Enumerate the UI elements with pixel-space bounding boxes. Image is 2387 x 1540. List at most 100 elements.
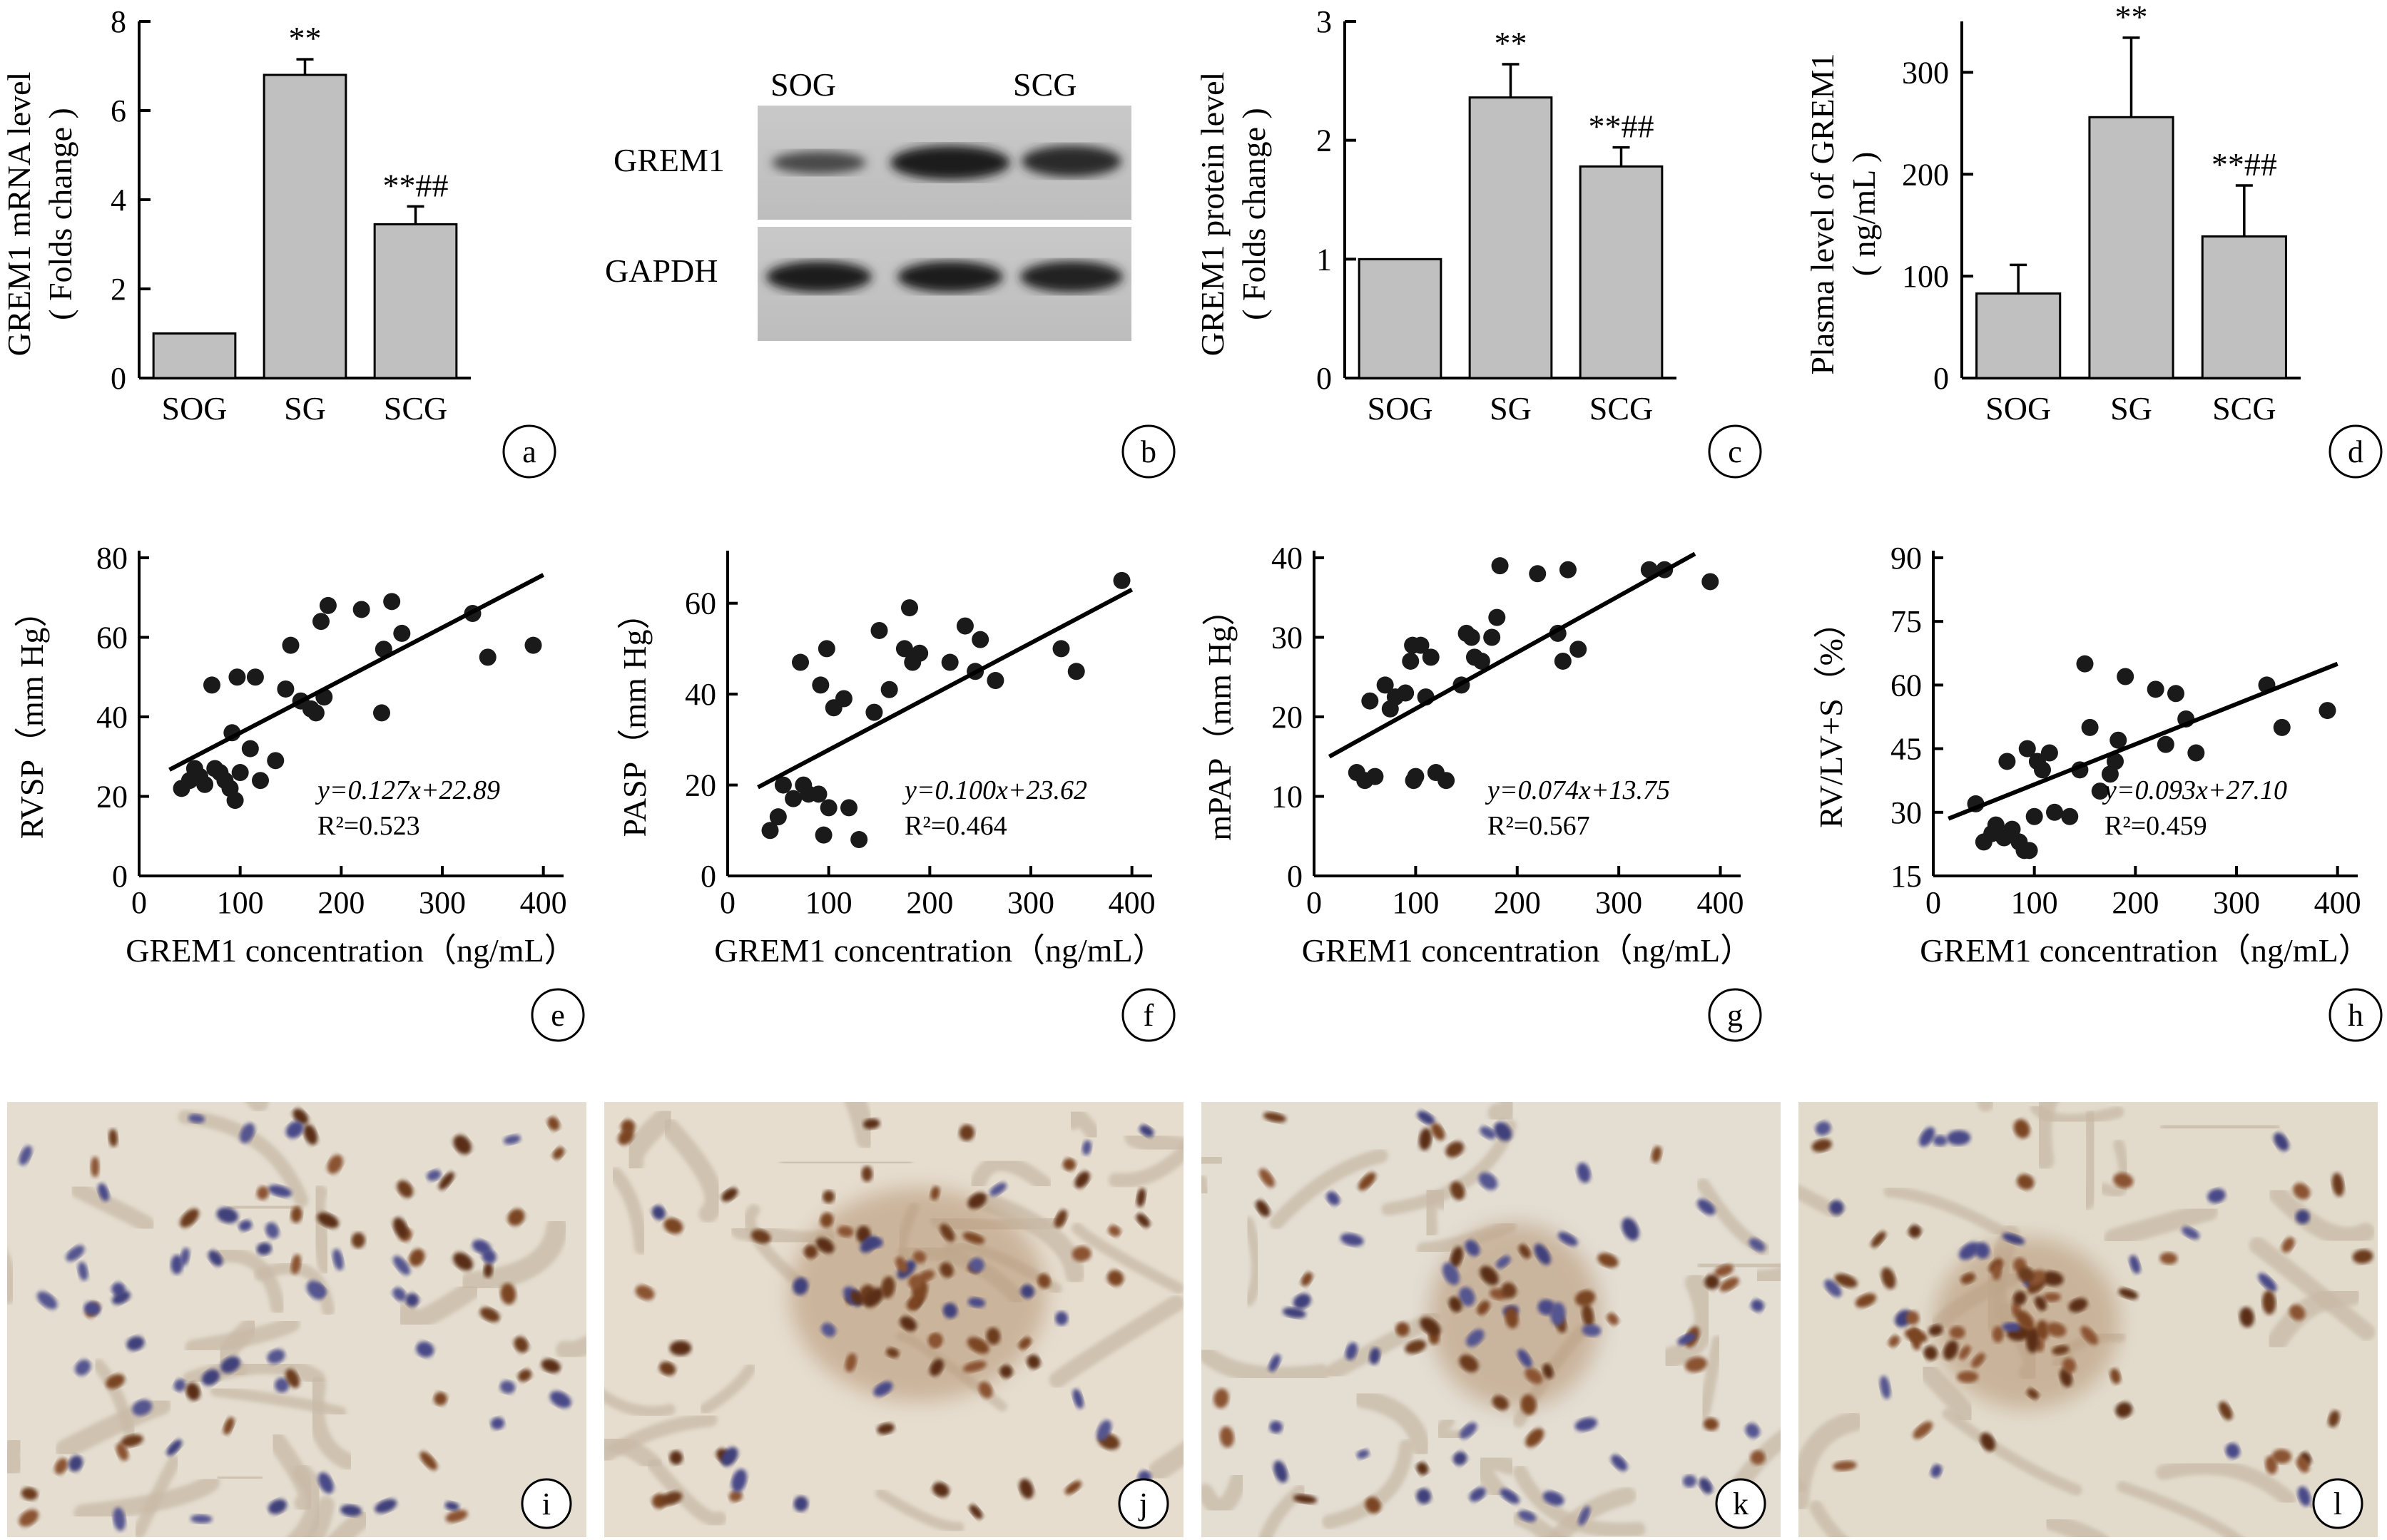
stained-nucleus [635, 1285, 655, 1300]
blot-image-gapdh [758, 227, 1131, 341]
nucleus [265, 1222, 280, 1239]
data-point [769, 808, 787, 826]
stained-nucleus [803, 1245, 818, 1259]
nucleus [1880, 1375, 1890, 1399]
data-point [2046, 803, 2063, 821]
stained-nucleus [292, 1108, 309, 1125]
stained-nucleus [1505, 1307, 1519, 1329]
stained-nucleus [1420, 1317, 1441, 1336]
panel-h: 15 30 45 60 75 90 0 100 200 300 400 y=0.093x+27.10 R… [1813, 541, 2383, 1042]
tissue-strand [1487, 1102, 1520, 1123]
data-point [2117, 668, 2134, 685]
tissue-strand [1258, 1484, 1307, 1537]
panel-badge-j: j [1118, 1478, 1169, 1529]
stained-nucleus [1219, 1426, 1234, 1448]
stained-nucleus [1213, 1388, 1229, 1409]
data-point [1462, 628, 1480, 646]
tissue-strand [185, 1315, 300, 1356]
stained-nucleus [2017, 1267, 2035, 1283]
y-axis-label: Plasma level of GREM1 [1804, 53, 1841, 375]
stained-nucleus [1062, 1158, 1077, 1171]
stained-nucleus [1992, 1326, 2004, 1343]
nucleus [405, 1293, 419, 1307]
nucleus [1269, 1421, 1283, 1434]
tissue-strand [1269, 1148, 1388, 1230]
tissue-strand [647, 1457, 727, 1527]
data-point [1366, 768, 1384, 785]
stained-nucleus [1293, 1494, 1318, 1504]
nucleus [332, 1248, 344, 1270]
nucleus [2295, 1209, 2310, 1224]
stained-nucleus [1492, 1395, 1509, 1411]
data-point [2081, 718, 2099, 736]
blot-row-label-grem1: GREM1 [614, 142, 725, 178]
nucleus [68, 1455, 83, 1472]
micrograph-j-tissue [604, 1102, 1184, 1533]
y-tick-label: 6 [111, 93, 126, 128]
r-squared: R²=0.523 [317, 811, 420, 841]
data-point [241, 740, 259, 758]
tissue-strand [556, 1335, 586, 1360]
stained-nucleus [969, 1504, 983, 1519]
y-tick-label: 0 [111, 361, 126, 396]
tissue-strand [1381, 1119, 1517, 1216]
stained-nucleus [2068, 1297, 2088, 1312]
tissue-strand [1201, 1151, 1224, 1173]
stained-nucleus [2289, 1305, 2306, 1321]
stained-nucleus [2331, 1173, 2344, 1197]
tissue-strand [1942, 1408, 2082, 1496]
nucleus [2002, 1322, 2021, 1332]
x-axis-label: GREM1 concentration（ng/mL） [1920, 932, 2371, 969]
tissue-strand [397, 1280, 481, 1331]
stained-nucleus [21, 1487, 38, 1501]
x-tick-label: 100 [1392, 885, 1439, 920]
data-point [1491, 557, 1509, 575]
y-tick-label: 15 [1890, 859, 1922, 894]
tissue-strand [1696, 1256, 1781, 1275]
x-tick-label: 400 [1697, 885, 1744, 920]
x-tick-label: 0 [720, 885, 736, 920]
stained-nucleus [2026, 1328, 2040, 1353]
stained-nucleus [1256, 1200, 1270, 1217]
nucleus [1578, 1506, 1591, 1526]
tissue-strand [1512, 1464, 1646, 1537]
data-point [1361, 692, 1379, 710]
panel-c: 0 1 2 3 SOG SG ** SCG **## GREM1 protein level( F… [1194, 4, 1762, 479]
micrograph-i-tissue [7, 1102, 586, 1537]
nucleus [1574, 1417, 1597, 1432]
scatter-chart-pasp: 0 20 40 60 0 100 200 300 400 y=0.100x+23.62 R²=0.4… [616, 551, 1166, 969]
data-point [1407, 768, 1425, 785]
stained-nucleus [1037, 1273, 1051, 1289]
y-tick-label: 2 [111, 272, 126, 307]
data-point [774, 776, 792, 794]
stained-nucleus [285, 1369, 300, 1388]
stained-nucleus [1445, 1141, 1465, 1158]
tissue-strand [844, 1102, 877, 1149]
y-axis-label: RVSP（mm Hg） [14, 595, 50, 840]
significance-mark: **## [383, 167, 449, 203]
stained-nucleus [1905, 1328, 1928, 1343]
y-axis-label-unit: ( ng/mL ) [1846, 152, 1882, 277]
stained-nucleus [967, 1192, 987, 1209]
stained-nucleus [1704, 1274, 1720, 1290]
panel-d: 0 100 200 300 SOG SG ** SCG **## Plasma level of … [1804, 0, 2383, 479]
nucleus [1417, 1111, 1435, 1125]
stained-nucleus [940, 1262, 954, 1278]
stained-nucleus [1395, 1322, 1410, 1337]
data-point [1559, 561, 1577, 578]
stained-nucleus [962, 1360, 987, 1372]
data-point [2025, 807, 2043, 825]
y-axis-label: GREM1 protein level [1194, 72, 1231, 357]
x-tick-label: 400 [1109, 885, 1156, 920]
nucleus [190, 1514, 213, 1524]
tissue-strand [2269, 1185, 2376, 1246]
bar [263, 73, 347, 379]
bar [1468, 96, 1553, 379]
nucleus [731, 1469, 747, 1493]
data-point [2061, 807, 2079, 825]
nucleus [2207, 1188, 2226, 1203]
tissue-strand [2249, 1236, 2376, 1341]
stained-nucleus [1448, 1296, 1462, 1312]
stained-nucleus [959, 1124, 974, 1141]
